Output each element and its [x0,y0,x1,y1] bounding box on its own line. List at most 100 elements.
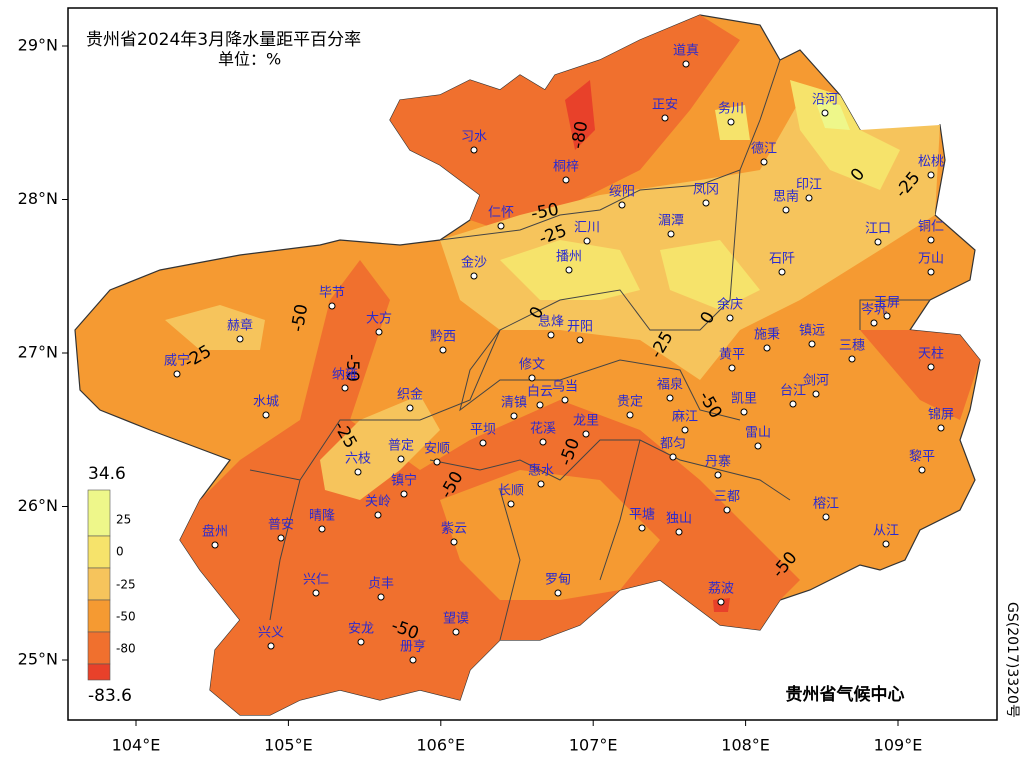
station-label: 德江 [751,142,777,157]
station-dot [406,404,414,412]
approval: GS(2017)3320号 [1004,602,1020,718]
station-label: 六枝 [345,452,371,467]
station-dot [374,511,382,519]
station-label: 万山 [918,252,944,267]
station-dot [400,490,408,498]
station-label: 余庆 [717,297,743,313]
station-dot [211,541,219,549]
station-label: 锦屏 [928,408,954,423]
station-label: 金沙 [461,255,487,271]
station-dot [882,540,890,548]
district-borders [249,59,930,641]
station-label: 沿河 [812,93,838,108]
station-dot [661,114,669,122]
station-dot [618,201,626,209]
legend-label: 25 [116,513,131,527]
station-dot [397,455,405,463]
station-label: 汇川 [574,221,600,236]
station-label: 绥阳 [609,185,635,200]
station-dot [554,589,562,597]
station-label: 剑河 [803,373,829,389]
y-tick-label: 26°N [18,496,58,515]
station-label: 都匀 [660,437,686,452]
station-label: 湄潭 [658,214,684,229]
station-dot [539,438,547,446]
station-dot [497,222,505,230]
station-label: 关岭 [365,495,391,510]
x-tick-label: 104°E [112,736,161,755]
station-label: 铜仁 [918,220,944,235]
station-dot [354,468,362,476]
station-label: 织金 [397,387,423,403]
station-dot [927,236,935,244]
station-dot [439,346,447,354]
legend-swatch [87,567,111,601]
contour-label: -80 [568,120,593,151]
station-label: 黔西 [430,330,456,345]
x-tick-label: 107°E [569,736,618,755]
station-label: 紫云 [441,522,467,537]
x-tick-label: 109°E [874,736,923,755]
unit: 单位：% [218,50,281,69]
station-dot [318,525,326,533]
station-label: 安顺 [424,442,450,457]
station-label: 玉屏 [874,296,900,311]
station-dot [778,268,786,276]
contour-label: -50 [342,354,362,382]
station-label: 普定 [388,439,414,454]
station-label: 播州 [556,250,582,265]
station-dot [728,364,736,372]
legend-label: -50 [116,610,136,624]
y-tick-label: 27°N [18,343,58,362]
legend-swatch [87,599,111,633]
zone-yellow [500,80,900,310]
station-label: 印江 [796,178,822,193]
zone-dark [860,330,980,420]
station-label: 桐梓 [553,160,579,175]
station-dot [510,412,518,420]
station-label: 贵定 [617,395,643,410]
station-dot [626,411,634,419]
station-dot [682,60,690,68]
station-label: 兴仁 [303,573,329,588]
station-dot [576,336,584,344]
province [74,14,981,716]
credit: 贵州省气候中心 [786,684,905,705]
station-dot [717,598,725,606]
station-dot [808,340,816,348]
station-label: 松桃 [918,155,944,170]
station-dot [562,176,570,184]
station-dot [754,442,762,450]
station-dot [666,394,674,402]
legend-label: 0 [116,545,124,559]
station-dot [927,363,935,371]
station-dot [341,384,349,392]
station-label: 从江 [873,524,899,539]
station-dot [582,430,590,438]
station-label: 凤冈 [693,183,719,198]
station-dot [470,146,478,154]
station-label: 天柱 [918,347,944,362]
station-label: 榕江 [813,497,839,512]
station-label: 白云 [527,384,553,400]
station-dot [726,314,734,322]
station-dot [675,528,683,536]
station-label: 台江 [780,384,806,399]
station-dot [450,538,458,546]
station-dot [561,396,569,404]
station-label: 石阡 [769,252,795,267]
station-label: 平塘 [629,507,655,523]
station-label: 水城 [253,395,279,410]
station-label: 雷山 [745,426,771,441]
station-label: 普安 [268,518,294,533]
station-label: 息烽 [538,314,564,330]
station-dot [681,426,689,434]
station-dot [262,411,270,419]
station-label: 开阳 [567,320,593,335]
station-dot [667,230,675,238]
station-dot [760,158,768,166]
station-label: 平坝 [470,423,496,438]
station-label: 乌当 [552,379,578,395]
station-dot [789,400,797,408]
